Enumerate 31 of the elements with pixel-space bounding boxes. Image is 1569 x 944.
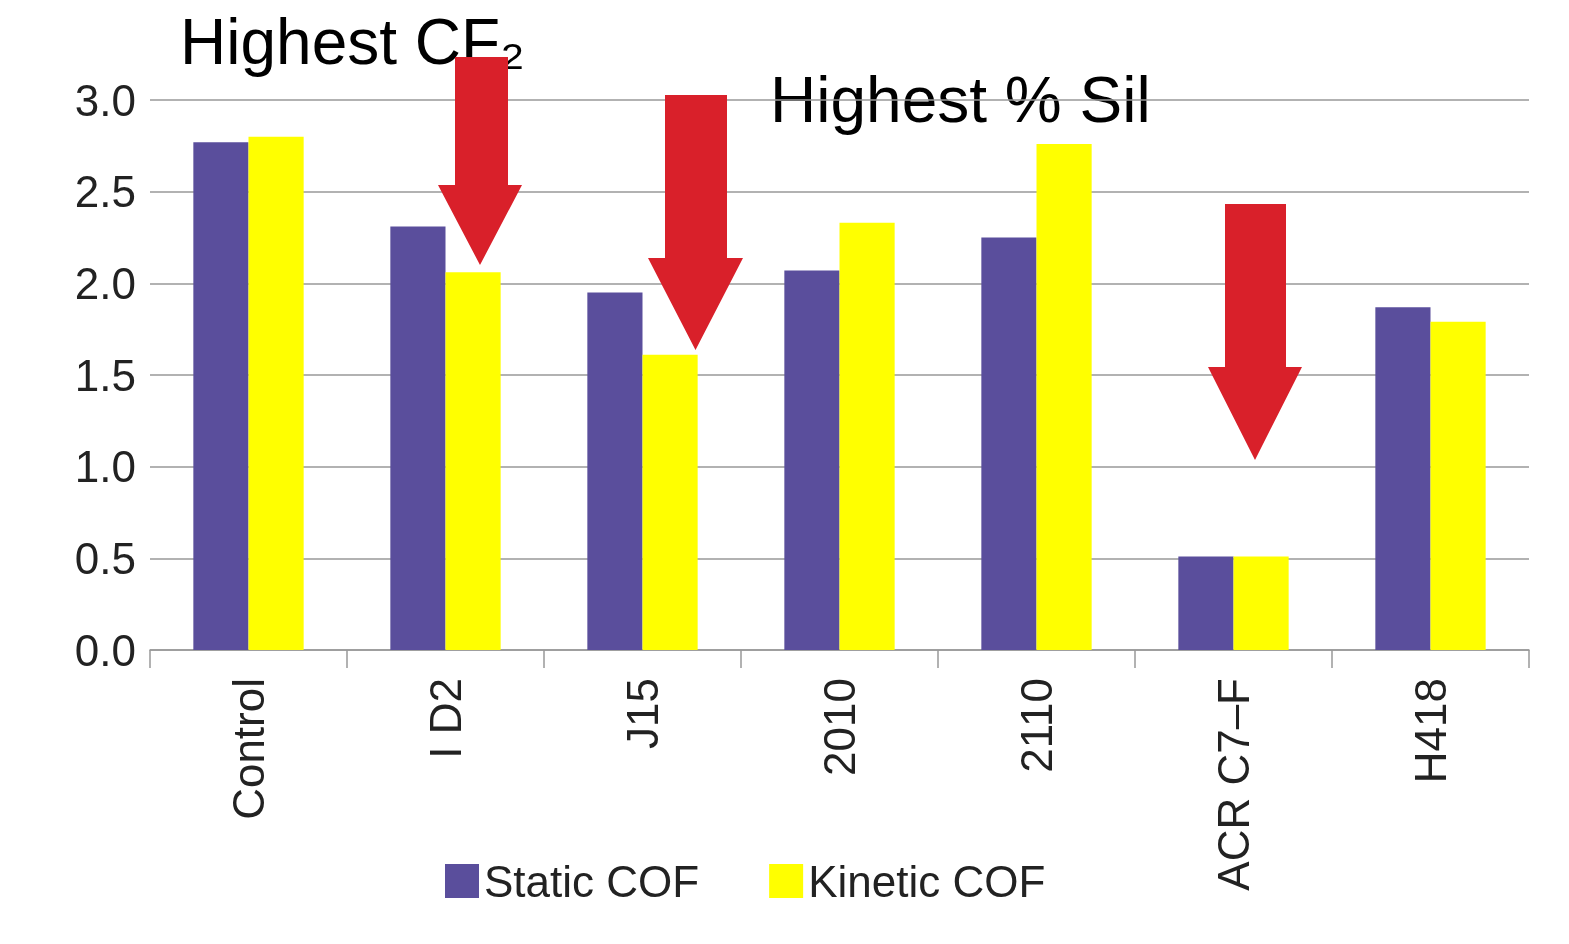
y-tick-label: 0.0: [74, 625, 136, 675]
x-tick-label: I D2: [421, 678, 470, 759]
x-tick-label: Control: [224, 678, 273, 820]
bar: [784, 270, 840, 650]
y-tick-label: 1.5: [74, 350, 136, 400]
y-tick-label: 2.0: [74, 258, 136, 308]
bar: [248, 136, 304, 650]
bar: [1375, 307, 1431, 650]
bar: [1233, 556, 1289, 650]
bar: [981, 237, 1037, 650]
y-tick-label: 0.5: [74, 533, 136, 583]
bar: [642, 354, 698, 650]
x-tick-label: 2010: [815, 678, 864, 776]
y-tick-label: 3.0: [74, 75, 136, 125]
x-tick-label: H418: [1406, 678, 1455, 784]
legend-label: Static COF: [484, 856, 700, 906]
x-tick-label: J15: [618, 678, 667, 749]
x-tick-label: ACR C7–F: [1209, 678, 1258, 891]
bar: [193, 142, 249, 650]
bar: [445, 272, 501, 650]
bar: [390, 226, 446, 650]
x-tick-label: 2110: [1012, 678, 1061, 773]
bar: [1430, 321, 1486, 650]
annotation: Highest % Sil: [770, 64, 1151, 136]
y-tick-label: 2.5: [74, 167, 136, 217]
bar: [839, 222, 895, 650]
legend-label: Kinetic COF: [808, 856, 1046, 906]
y-tick-label: 1.0: [74, 442, 136, 492]
bar: [1036, 144, 1092, 650]
bar: [1178, 556, 1234, 650]
bar: [587, 292, 643, 650]
